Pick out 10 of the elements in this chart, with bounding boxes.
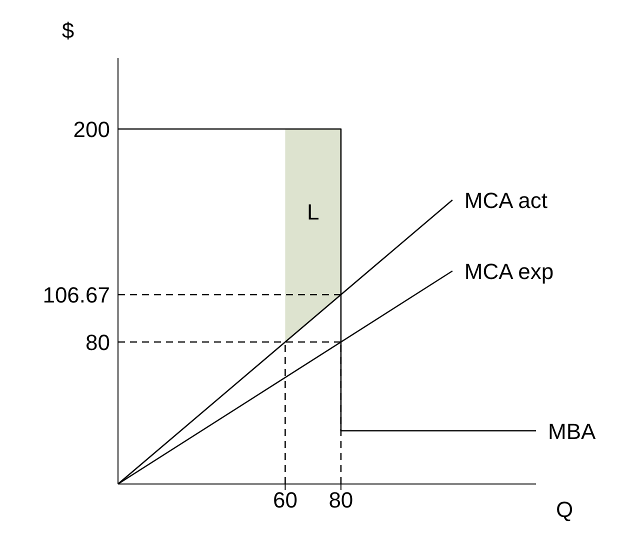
annotation: L xyxy=(306,200,320,225)
y-tick-label: 80 xyxy=(86,330,110,355)
y-tick-label: 106.67 xyxy=(42,282,110,308)
y-tick-label: 200 xyxy=(73,116,110,142)
series-label: MCA act xyxy=(464,188,548,213)
series-label: MCA exp xyxy=(464,259,554,284)
x-tick-label: 60 xyxy=(272,488,298,513)
series-label: MBA xyxy=(548,418,596,444)
x-axis-title: Q xyxy=(556,496,574,522)
y-axis-title: $ xyxy=(62,18,74,43)
